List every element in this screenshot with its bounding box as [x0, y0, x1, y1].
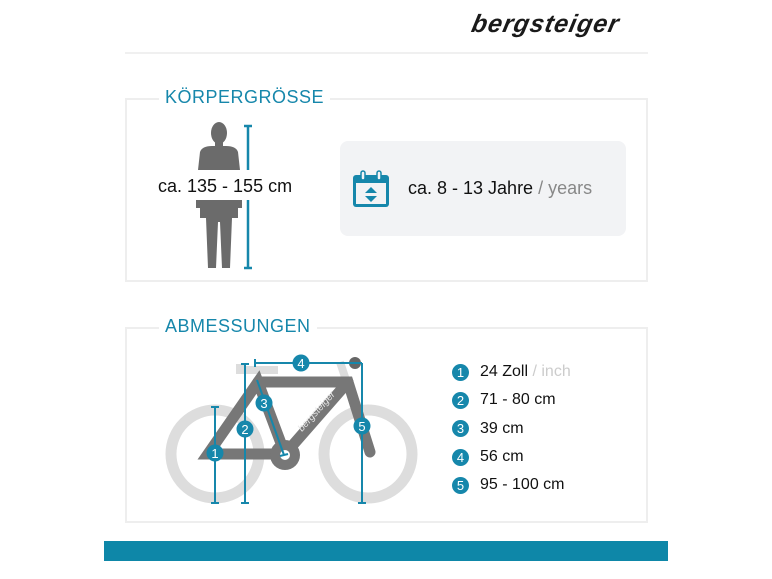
svg-text:3: 3 — [260, 396, 267, 411]
badge-1: 1 — [206, 444, 224, 462]
badge: 1 — [452, 363, 469, 381]
list-item: 1 24 Zoll / inch — [452, 358, 571, 386]
badge: 3 — [452, 420, 469, 438]
body-height-section — [125, 98, 648, 282]
item-value: 95 - 100 cm — [480, 476, 565, 494]
footer-bar — [104, 541, 668, 561]
item-value: 56 cm — [480, 448, 524, 466]
wheel-size: 24 Zoll — [480, 363, 529, 381]
item-value: 71 - 80 cm — [480, 391, 556, 409]
badge: 2 — [452, 391, 469, 409]
list-item: 5 95 - 100 cm — [452, 471, 571, 499]
person-silhouette-icon — [196, 122, 252, 270]
item-value: 39 cm — [480, 419, 524, 437]
calendar-icon — [353, 170, 389, 207]
divider — [125, 52, 648, 54]
body-height-value: ca. 135 - 155 cm — [158, 176, 293, 196]
age-value: ca. 8 - 13 Jahre — [408, 178, 534, 198]
wheel-size-unit: / inch — [532, 363, 571, 381]
svg-text:2: 2 — [241, 422, 248, 437]
badge: 5 — [452, 476, 469, 494]
svg-text:5: 5 — [358, 419, 365, 434]
svg-text:1: 1 — [211, 446, 218, 461]
dimensions-list: 1 24 Zoll / inch 2 71 - 80 cm 3 39 cm 4 56 c… — [452, 358, 571, 499]
badge-5: 5 — [353, 417, 371, 435]
badge-4: 4 — [292, 354, 310, 372]
age-range: ca. 8 - 13 Jahre / years — [408, 178, 592, 199]
list-item: 3 39 cm — [452, 415, 571, 443]
list-item: 4 56 cm — [452, 443, 571, 471]
badge: 4 — [452, 448, 469, 466]
body-height-title: KÖRPERGRÖSSE — [159, 87, 331, 108]
list-item: 2 71 - 80 cm — [452, 386, 571, 414]
dimensions-title: ABMESSUNGEN — [159, 316, 317, 337]
badge-3: 3 — [255, 394, 273, 412]
age-unit: / years — [538, 178, 593, 198]
dimensions-section — [125, 327, 648, 523]
front-wheel — [318, 404, 418, 504]
svg-text:4: 4 — [297, 356, 304, 371]
badge-2: 2 — [236, 420, 254, 438]
